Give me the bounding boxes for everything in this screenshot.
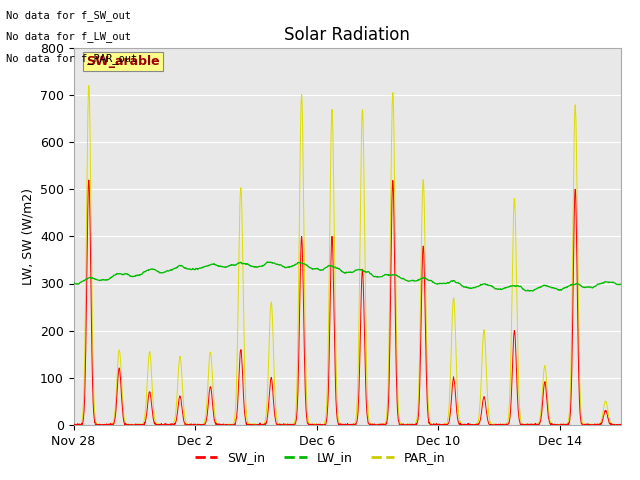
Text: SW_arable: SW_arable (86, 55, 160, 68)
Title: Solar Radiation: Solar Radiation (284, 25, 410, 44)
Text: No data for f_LW_out: No data for f_LW_out (6, 31, 131, 42)
Text: No data for f_SW_out: No data for f_SW_out (6, 10, 131, 21)
Text: No data for f_PAR_out: No data for f_PAR_out (6, 53, 138, 64)
Y-axis label: LW, SW (W/m2): LW, SW (W/m2) (21, 188, 35, 285)
Legend: SW_in, LW_in, PAR_in: SW_in, LW_in, PAR_in (189, 446, 451, 469)
